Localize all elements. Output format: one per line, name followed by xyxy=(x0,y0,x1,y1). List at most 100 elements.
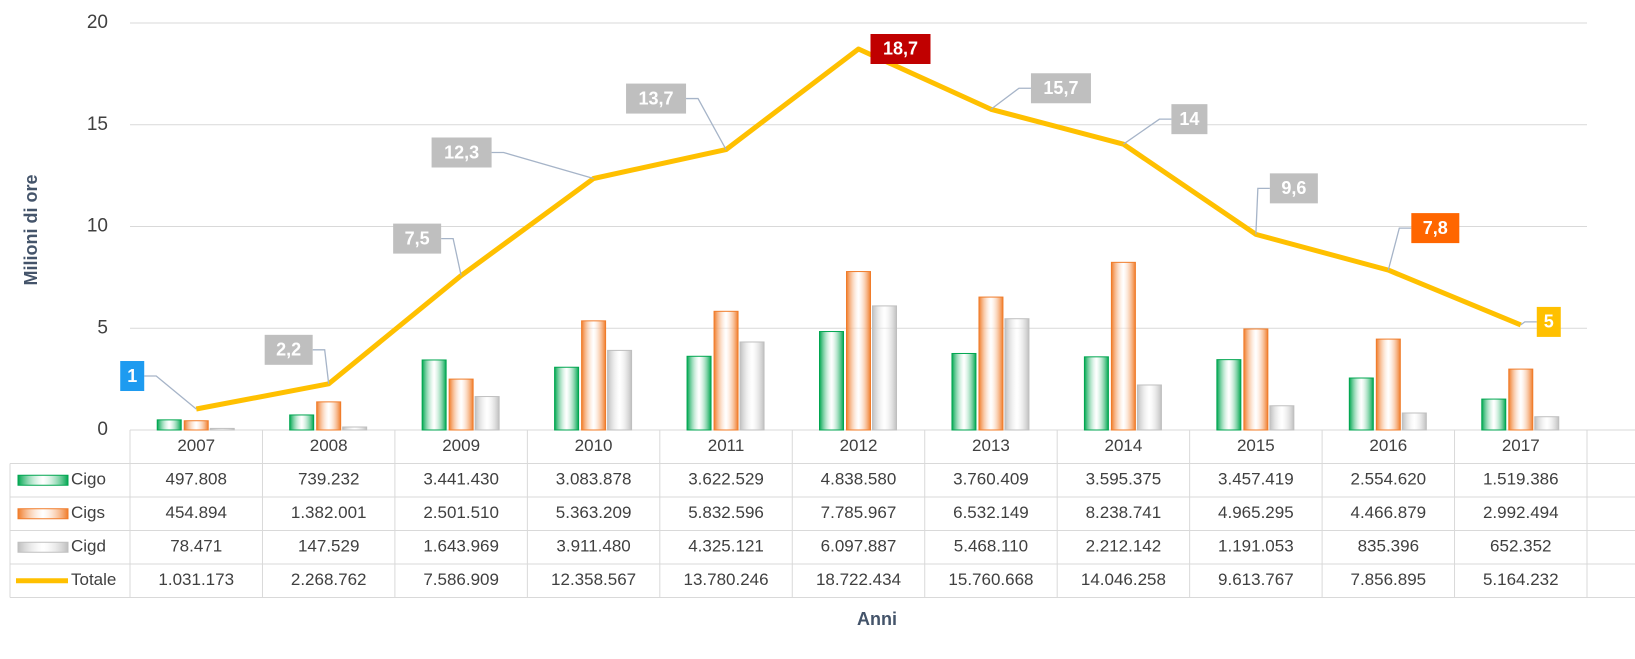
y-tick-label: 20 xyxy=(87,12,108,33)
line xyxy=(195,46,1522,412)
x-tick-label: 2017 xyxy=(1502,436,1540,455)
bar xyxy=(846,271,871,431)
data-label: 18,7 xyxy=(883,39,918,59)
leader-line xyxy=(1387,227,1412,271)
data-label: 7,5 xyxy=(405,228,430,248)
table-cell: 3.441.430 xyxy=(423,470,499,489)
leader-line xyxy=(312,349,330,384)
table-cell: 4.325.121 xyxy=(688,537,764,556)
legend-label: Cigd xyxy=(71,537,106,556)
legend-key xyxy=(17,474,69,486)
data-label-box xyxy=(870,33,931,64)
bar xyxy=(686,355,712,431)
data-label-box xyxy=(626,83,687,114)
x-tick-label: 2008 xyxy=(310,436,348,455)
table-cell: 1.643.969 xyxy=(423,537,499,556)
table-cell: 147.529 xyxy=(298,537,359,556)
bar xyxy=(448,378,474,431)
bar xyxy=(474,396,500,431)
leader-line xyxy=(144,375,197,410)
table-cell: 3.760.409 xyxy=(953,470,1029,489)
y-tick-label: 10 xyxy=(87,216,108,237)
bar xyxy=(1508,368,1534,431)
leader-line xyxy=(491,151,594,180)
legend-label: Cigs xyxy=(71,503,105,522)
data-label: 12,3 xyxy=(444,142,479,162)
y-tick-label: 5 xyxy=(97,317,108,338)
data-label: 1 xyxy=(127,366,137,386)
table-cell: 4.466.879 xyxy=(1350,503,1426,522)
y-tick-label: 15 xyxy=(87,114,108,135)
bar xyxy=(1375,338,1401,431)
data-label: 2,2 xyxy=(276,340,301,360)
leader-line xyxy=(1520,321,1537,326)
data-label-box xyxy=(264,334,313,365)
x-tick-label: 2016 xyxy=(1369,436,1407,455)
table-cell: 1.031.173 xyxy=(158,570,234,589)
x-tick-label: 2015 xyxy=(1237,436,1275,455)
x-tick-label: 2014 xyxy=(1104,436,1142,455)
table-cell: 6.532.149 xyxy=(953,503,1029,522)
data-label-box xyxy=(1171,104,1208,135)
table-cell: 5.164.232 xyxy=(1483,570,1559,589)
table-cell: 2.212.142 xyxy=(1086,537,1162,556)
bar xyxy=(156,419,182,431)
table-cell: 6.097.887 xyxy=(821,537,897,556)
data-label: 9,6 xyxy=(1281,178,1306,198)
bar xyxy=(1243,328,1269,431)
x-tick-label: 2010 xyxy=(575,436,613,455)
table-cell: 9.613.767 xyxy=(1218,570,1294,589)
y-tick-label: 0 xyxy=(97,419,108,440)
bar xyxy=(1083,356,1109,431)
table-cell: 2.268.762 xyxy=(291,570,367,589)
y-axis-label: Milioni di ore xyxy=(21,175,41,286)
table-cell: 1.519.386 xyxy=(1483,470,1559,489)
table-cell: 454.894 xyxy=(166,503,227,522)
legend-key xyxy=(17,541,69,553)
data-label-box xyxy=(1411,213,1460,244)
bar xyxy=(183,420,209,431)
table-cell: 3.457.419 xyxy=(1218,470,1294,489)
table-cell: 4.965.295 xyxy=(1218,503,1294,522)
data-label-box xyxy=(1269,173,1318,204)
table-cell: 5.468.110 xyxy=(954,537,1028,556)
table-cell: 8.238.741 xyxy=(1086,503,1162,522)
table-cell: 4.838.580 xyxy=(821,470,897,489)
table-cell: 652.352 xyxy=(1490,537,1551,556)
bar xyxy=(713,310,739,431)
data-label-box xyxy=(120,361,145,392)
data-label: 15,7 xyxy=(1043,78,1078,98)
bar xyxy=(209,427,235,431)
table-cell: 14.046.258 xyxy=(1081,570,1166,589)
table-cell: 18.722.434 xyxy=(816,570,901,589)
bar xyxy=(289,414,315,431)
bar xyxy=(978,296,1004,431)
bar xyxy=(421,359,447,431)
table-cell: 1.382.001 xyxy=(291,503,367,522)
table-cell: 497.808 xyxy=(166,470,227,489)
leader-line xyxy=(1255,187,1270,235)
table-cell: 7.856.895 xyxy=(1350,570,1426,589)
legend-key xyxy=(17,508,69,520)
bar xyxy=(819,331,844,431)
table-cell: 3.911.480 xyxy=(556,537,630,556)
x-tick-label: 2009 xyxy=(442,436,480,455)
bar xyxy=(1269,405,1295,431)
bar xyxy=(1216,359,1242,431)
bar xyxy=(1348,377,1374,431)
data-label-box xyxy=(393,223,442,254)
table-cell: 3.595.375 xyxy=(1086,470,1162,489)
leader-line xyxy=(1123,118,1172,145)
table-cell: 5.832.596 xyxy=(688,503,764,522)
data-label: 5 xyxy=(1544,312,1554,332)
table-cell: 13.780.246 xyxy=(683,570,768,589)
bar xyxy=(1401,412,1427,431)
data-label-box xyxy=(1030,73,1091,104)
table-cell: 2.501.510 xyxy=(423,503,499,522)
table-cell: 1.191.053 xyxy=(1218,537,1294,556)
x-tick-label: 2013 xyxy=(972,436,1010,455)
table-cell: 3.622.529 xyxy=(688,470,764,489)
leader-line xyxy=(686,97,727,150)
bar xyxy=(1534,416,1560,431)
